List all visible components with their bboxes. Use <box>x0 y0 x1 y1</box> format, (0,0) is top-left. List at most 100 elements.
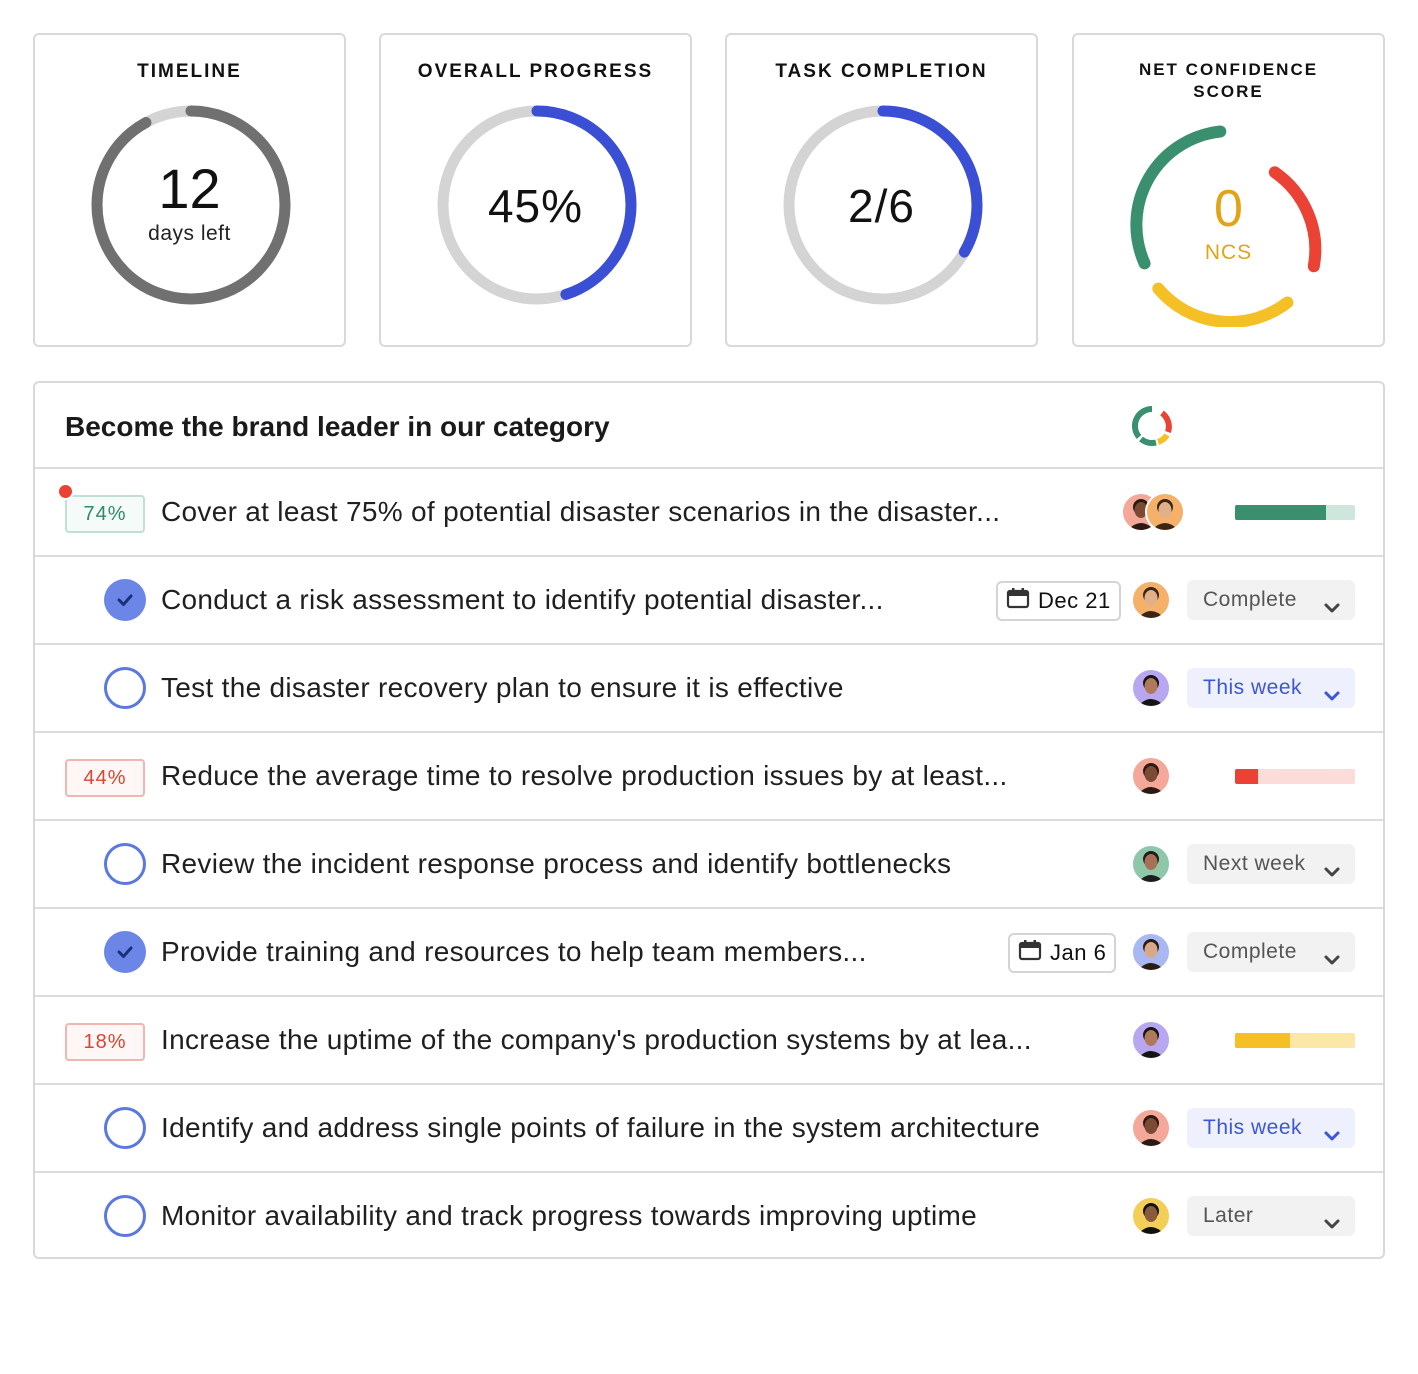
progress-percent-badge: 18% <box>65 1023 145 1061</box>
chevron-down-icon <box>1323 1119 1341 1159</box>
incomplete-checkbox[interactable] <box>104 843 146 885</box>
chevron-down-icon <box>1323 855 1341 895</box>
row-title[interactable]: Cover at least 75% of potential disaster… <box>161 496 1001 527</box>
timeline-days-caption: days left <box>148 222 231 245</box>
progress-bar-fill <box>1235 505 1327 520</box>
timeline-card: TIMELINE 12 days left <box>33 33 346 347</box>
avatar[interactable] <box>1131 668 1171 708</box>
chevron-down-icon <box>1323 1207 1341 1247</box>
avatar[interactable] <box>1145 492 1185 532</box>
avatar[interactable] <box>1131 844 1171 884</box>
avatar[interactable] <box>1131 932 1171 972</box>
avatar[interactable] <box>1131 756 1171 796</box>
task-completion-card: TASK COMPLETION 2/6 <box>725 33 1038 347</box>
key-result-row[interactable]: 18% Increase the uptime of the company's … <box>35 997 1383 1085</box>
status-label: Complete <box>1203 588 1297 611</box>
due-date-label: Dec 21 <box>1038 588 1111 613</box>
row-title[interactable]: Monitor availability and track progress … <box>161 1200 977 1231</box>
task-row[interactable]: Monitor availability and track progress … <box>35 1173 1383 1261</box>
chevron-down-icon <box>1323 679 1341 719</box>
avatar[interactable] <box>1131 1020 1171 1060</box>
status-label: This week <box>1203 676 1303 699</box>
status-label: Complete <box>1203 940 1297 963</box>
incomplete-checkbox[interactable] <box>104 1107 146 1149</box>
ncs-value: 0 <box>1214 180 1243 238</box>
completed-checkbox[interactable] <box>104 579 146 621</box>
task-completion-ring <box>783 105 983 305</box>
person-icon <box>1138 587 1164 618</box>
ncs-caption: NCS <box>1204 241 1253 264</box>
overall-progress-title: OVERALL PROGRESS <box>417 61 654 82</box>
progress-bar-fill <box>1235 1033 1291 1048</box>
progress-bar <box>1235 505 1355 520</box>
check-icon <box>117 594 133 606</box>
alert-dot <box>57 483 74 500</box>
status-dropdown[interactable]: Later <box>1187 1196 1355 1236</box>
status-label: Next week <box>1203 852 1306 875</box>
task-row[interactable]: Identify and address single points of fa… <box>35 1085 1383 1173</box>
person-icon <box>1138 1203 1164 1234</box>
objective-panel: Become the brand leader in our category … <box>33 381 1385 1259</box>
row-title[interactable]: Test the disaster recovery plan to ensur… <box>161 672 844 703</box>
progress-bar <box>1235 769 1355 784</box>
task-row[interactable]: Review the incident response process and… <box>35 821 1383 909</box>
person-icon <box>1138 763 1164 794</box>
person-icon <box>1138 1027 1164 1058</box>
calendar-icon <box>1006 587 1030 615</box>
task-row[interactable]: Test the disaster recovery plan to ensur… <box>35 645 1383 733</box>
status-label: Later <box>1203 1204 1254 1227</box>
ncs-title-line2: SCORE <box>1193 82 1264 101</box>
person-icon <box>1128 499 1154 530</box>
incomplete-checkbox[interactable] <box>104 1195 146 1237</box>
avatar[interactable] <box>1131 580 1171 620</box>
row-title[interactable]: Provide training and resources to help t… <box>161 936 867 967</box>
overall-progress-value: 45% <box>487 180 584 232</box>
objective-confidence-icon <box>1131 405 1172 446</box>
ncs-card: NET CONFIDENCE SCORE 0 NCS <box>1072 33 1385 347</box>
row-title[interactable]: Reduce the average time to resolve produ… <box>161 760 1008 791</box>
avatar[interactable] <box>1131 1108 1171 1148</box>
person-icon <box>1138 1115 1164 1146</box>
task-completion-value: 2/6 <box>848 180 915 232</box>
progress-percent-badge: 44% <box>65 759 145 797</box>
row-title[interactable]: Conduct a risk assessment to identify po… <box>161 584 884 615</box>
due-date-chip[interactable]: Jan 6 <box>1008 933 1117 973</box>
person-icon <box>1138 675 1164 706</box>
completed-checkbox[interactable] <box>104 931 146 973</box>
progress-percent-badge: 74% <box>65 495 145 533</box>
chevron-down-icon <box>1323 943 1341 983</box>
status-dropdown[interactable]: This week <box>1187 668 1355 708</box>
person-icon <box>1138 851 1164 882</box>
timeline-title: TIMELINE <box>137 61 242 82</box>
person-icon <box>1152 499 1178 530</box>
avatar[interactable] <box>1131 1196 1171 1236</box>
objective-title[interactable]: Become the brand leader in our category <box>65 411 610 442</box>
status-dropdown[interactable]: This week <box>1187 1108 1355 1148</box>
status-dropdown[interactable]: Complete <box>1187 932 1355 972</box>
overall-progress-ring <box>437 105 637 305</box>
status-dropdown[interactable]: Complete <box>1187 580 1355 620</box>
ncs-ring <box>1130 125 1322 327</box>
progress-bar <box>1235 1033 1355 1048</box>
progress-bar-fill <box>1235 769 1258 784</box>
timeline-days-value: 12 <box>158 157 221 220</box>
ncs-title-line1: NET CONFIDENCE <box>1138 60 1319 79</box>
key-result-row[interactable]: 44% Reduce the average time to resolve pr… <box>35 733 1383 821</box>
key-result-row[interactable]: 74% Cover at least 75% of potential disas… <box>35 469 1383 557</box>
objective-header[interactable]: Become the brand leader in our category <box>35 383 1383 469</box>
status-dropdown[interactable]: Next week <box>1187 844 1355 884</box>
timeline-ring <box>91 105 291 305</box>
check-icon <box>117 946 133 958</box>
chevron-down-icon <box>1323 591 1341 631</box>
row-title[interactable]: Review the incident response process and… <box>161 848 952 879</box>
status-label: This week <box>1203 1116 1303 1139</box>
task-row[interactable]: Provide training and resources to help t… <box>35 909 1383 997</box>
due-date-label: Jan 6 <box>1050 940 1107 965</box>
person-icon <box>1138 939 1164 970</box>
due-date-chip[interactable]: Dec 21 <box>996 581 1121 621</box>
row-title[interactable]: Increase the uptime of the company's pro… <box>161 1024 1032 1055</box>
row-title[interactable]: Identify and address single points of fa… <box>161 1112 1041 1143</box>
incomplete-checkbox[interactable] <box>104 667 146 709</box>
calendar-icon <box>1018 939 1042 967</box>
task-row[interactable]: Conduct a risk assessment to identify po… <box>35 557 1383 645</box>
